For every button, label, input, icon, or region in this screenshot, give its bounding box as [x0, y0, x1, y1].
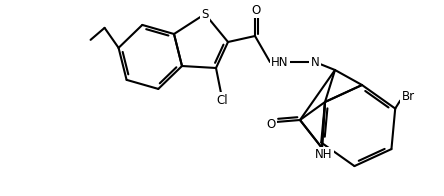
Text: HN: HN	[271, 55, 289, 68]
Text: O: O	[266, 117, 276, 131]
Text: Cl: Cl	[216, 93, 228, 106]
Text: N: N	[311, 55, 319, 68]
Text: S: S	[201, 7, 209, 21]
Text: Br: Br	[402, 90, 415, 103]
Text: NH: NH	[315, 149, 333, 162]
Text: O: O	[251, 4, 261, 16]
